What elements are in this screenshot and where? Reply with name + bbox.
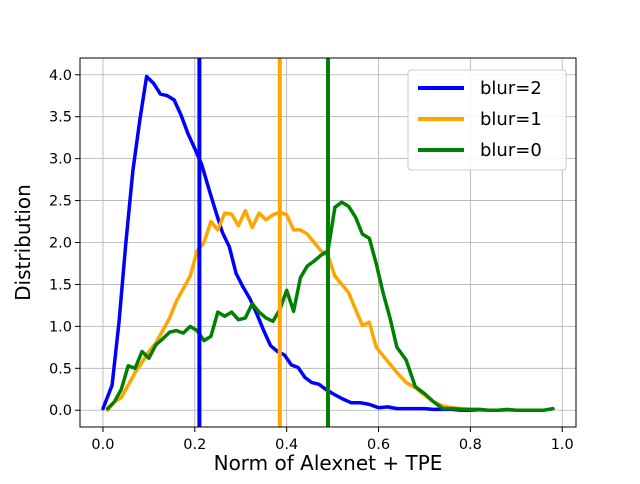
- y-tick-label: 1.0: [49, 319, 72, 335]
- x-tick-label: 0.8: [459, 437, 482, 453]
- legend-box: [407, 69, 567, 171]
- legend: blur=2 blur=1 blur=0: [407, 69, 567, 171]
- x-tick-label: 0.4: [275, 437, 298, 453]
- plot-area: [101, 74, 555, 412]
- y-tick-label: 0.5: [49, 361, 72, 377]
- series-line-blur-2: [101, 74, 509, 412]
- y-axis-label: Distribution: [11, 184, 35, 301]
- x-tick-label: 0.0: [91, 437, 114, 453]
- x-axis-ticks: 0.0 0.2 0.4 0.6 0.8 1.0: [91, 427, 574, 453]
- legend-label-blur-0: blur=0: [480, 140, 542, 161]
- x-axis-label: Norm of Alexnet + TPE: [214, 451, 443, 475]
- y-tick-label: 1.5: [49, 277, 72, 293]
- series-line-blur-1: [105, 208, 519, 412]
- mean-vertical-lines: [197, 58, 330, 427]
- x-tick-label: 1.0: [551, 437, 574, 453]
- y-tick-label: 0.0: [49, 403, 72, 419]
- x-tick-label: 0.2: [183, 437, 206, 453]
- legend-label-blur-1: blur=1: [480, 109, 542, 130]
- y-axis-ticks: 0.0 0.5 1.0 1.5 2.0 2.5 3.0 3.5 4.0: [49, 68, 80, 419]
- y-tick-label: 2.0: [49, 236, 72, 252]
- legend-items: blur=2 blur=1 blur=0: [418, 78, 542, 161]
- y-tick-label: 2.5: [49, 194, 72, 210]
- legend-label-blur-2: blur=2: [480, 78, 542, 99]
- x-tick-label: 0.6: [367, 437, 390, 453]
- y-tick-label: 3.5: [49, 110, 72, 126]
- y-tick-label: 3.0: [49, 152, 72, 168]
- series-line-blur-0: [105, 200, 555, 412]
- y-tick-label: 4.0: [49, 68, 72, 84]
